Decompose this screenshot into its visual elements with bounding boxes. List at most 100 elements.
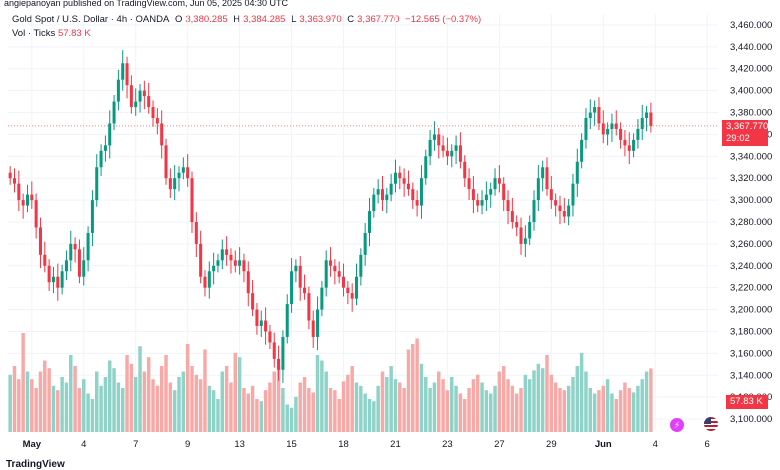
candle <box>129 75 133 114</box>
candle <box>259 310 263 337</box>
volume-bar <box>571 377 575 432</box>
candle <box>238 247 242 275</box>
y-tick-label: 3,460.000 <box>730 20 772 31</box>
volume-bar <box>272 371 276 432</box>
candle <box>168 168 172 198</box>
volume-bar <box>311 392 315 432</box>
volume-legend: Vol · Ticks 57.83 K <box>12 28 91 39</box>
volume-bar <box>467 388 471 432</box>
tv-replay-icon[interactable]: ⚡ <box>670 418 684 432</box>
volume-bar <box>211 390 216 432</box>
candle <box>385 188 389 214</box>
volume-bar <box>380 371 385 432</box>
candle <box>177 166 181 192</box>
x-tick-label: 13 <box>234 439 245 450</box>
candle <box>411 182 415 209</box>
volume-bar <box>177 377 181 432</box>
volume-bar <box>86 393 90 432</box>
candle <box>632 133 636 158</box>
candle <box>523 225 527 258</box>
candle <box>476 193 480 213</box>
candle <box>515 215 519 237</box>
candle <box>406 170 410 196</box>
volume-bar <box>367 399 372 432</box>
candle <box>502 177 506 212</box>
open-value: 3,380.285 <box>185 14 228 25</box>
volume-bar <box>151 379 155 432</box>
candle <box>103 135 107 162</box>
volume-bar <box>255 399 259 432</box>
candle <box>584 108 588 149</box>
y-tick-label: 3,100.000 <box>730 414 772 425</box>
candle <box>181 157 185 180</box>
volume-bar <box>523 374 528 432</box>
volume-bar <box>142 371 147 432</box>
candle <box>147 82 151 114</box>
volume-bar <box>159 366 164 432</box>
volume-bar <box>566 385 571 432</box>
candle <box>619 122 623 149</box>
volume-bar <box>549 374 554 432</box>
candle <box>64 250 68 281</box>
candle <box>207 261 211 299</box>
candle <box>155 108 159 135</box>
candle <box>298 255 302 301</box>
volume-bar <box>164 355 168 432</box>
candle <box>528 215 532 245</box>
volume-bar <box>597 390 601 432</box>
volume-bar <box>120 388 125 432</box>
candle <box>389 173 393 202</box>
candle <box>428 130 432 166</box>
candle <box>350 283 354 312</box>
candle <box>588 99 592 129</box>
candle <box>51 266 55 294</box>
candle <box>337 261 341 284</box>
volume-bar <box>579 352 584 432</box>
x-tick-label: 29 <box>546 439 557 450</box>
x-tick-label: 4 <box>653 439 658 450</box>
volume-bar <box>302 377 307 432</box>
candle <box>34 193 38 239</box>
tradingview-logo-icon[interactable]: TradingView <box>6 459 65 470</box>
volume-bar <box>285 404 289 432</box>
volume-bar <box>346 374 350 432</box>
volume-bar <box>406 349 411 432</box>
candle <box>519 217 523 255</box>
volume-bar <box>558 388 562 432</box>
symbol-title[interactable]: Gold Spot / U.S. Dollar · 4h · OANDA <box>12 14 170 25</box>
candle <box>121 50 125 91</box>
candle <box>164 138 168 185</box>
open-label: O <box>174 14 183 25</box>
volume-bar <box>30 379 34 432</box>
x-axis: May 4 7 9 13 15 18 21 23 27 29 Jun 4 6 <box>23 439 710 450</box>
candle <box>497 165 501 193</box>
volume-bar <box>242 388 246 432</box>
candle <box>398 166 402 190</box>
volume-bar <box>445 390 450 432</box>
volume-label[interactable]: Vol · Ticks <box>12 28 56 39</box>
y-tick-label: 3,240.000 <box>730 261 772 272</box>
volume-bar <box>112 368 116 432</box>
volume-bar <box>424 377 428 432</box>
candle <box>86 226 90 272</box>
volume-bar <box>627 388 631 432</box>
candle <box>367 197 372 247</box>
candle <box>329 247 333 277</box>
candle <box>21 193 25 219</box>
volume-bar <box>298 382 302 432</box>
y-tick-label: 3,420.000 <box>730 64 772 75</box>
candle <box>95 154 99 207</box>
candle <box>571 173 575 217</box>
candle <box>199 230 203 284</box>
candle <box>532 190 536 231</box>
volume-bar <box>506 379 510 432</box>
volume-bar <box>614 399 618 432</box>
candle <box>190 171 194 233</box>
volume-bar <box>372 401 376 432</box>
us-flag-icon[interactable] <box>704 417 718 431</box>
candle <box>272 332 276 368</box>
candle <box>82 247 86 286</box>
volume-bar <box>90 399 95 432</box>
candle <box>268 324 272 349</box>
